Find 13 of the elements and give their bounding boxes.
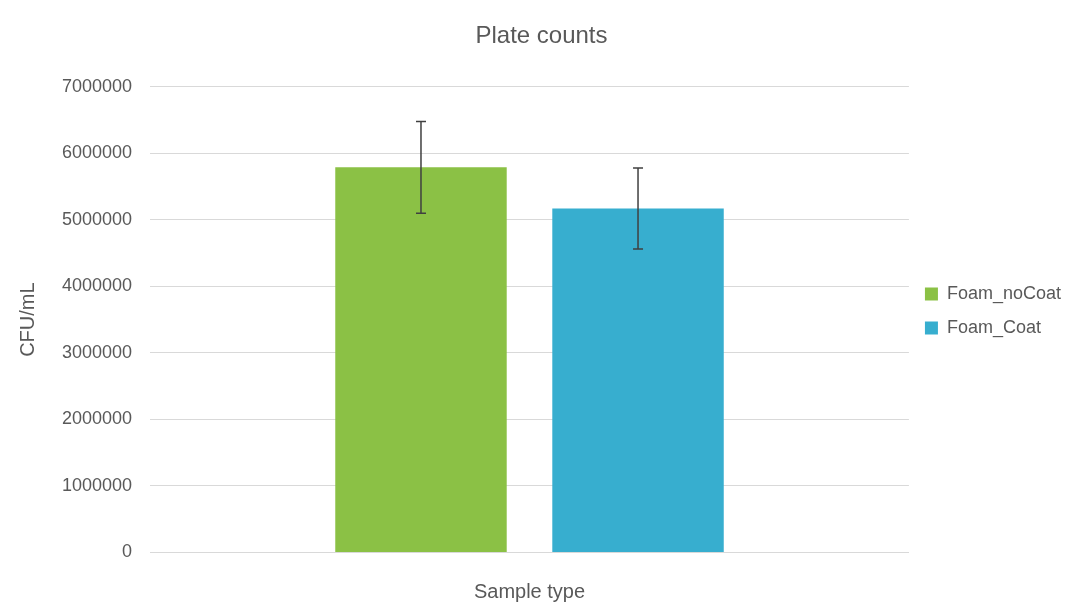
y-tick-label: 2000000 [62,408,133,429]
y-tick-label: 3000000 [62,341,133,362]
y-axis-title: CFU/mL [15,282,38,357]
y-tick-label: 6000000 [62,142,133,163]
x-axis-title: Sample type [473,579,586,602]
legend-label: Foam_Coat [946,316,1041,338]
legend-label: Foam_noCoat [946,282,1062,304]
y-tick-label: 5000000 [62,208,133,229]
y-tick-label: 7000000 [62,75,133,96]
y-tick-label: 4000000 [62,275,133,296]
chart-title: Plate counts [475,21,608,49]
y-tick-label: 1000000 [62,474,133,495]
y-tick-label: 0 [122,541,133,562]
